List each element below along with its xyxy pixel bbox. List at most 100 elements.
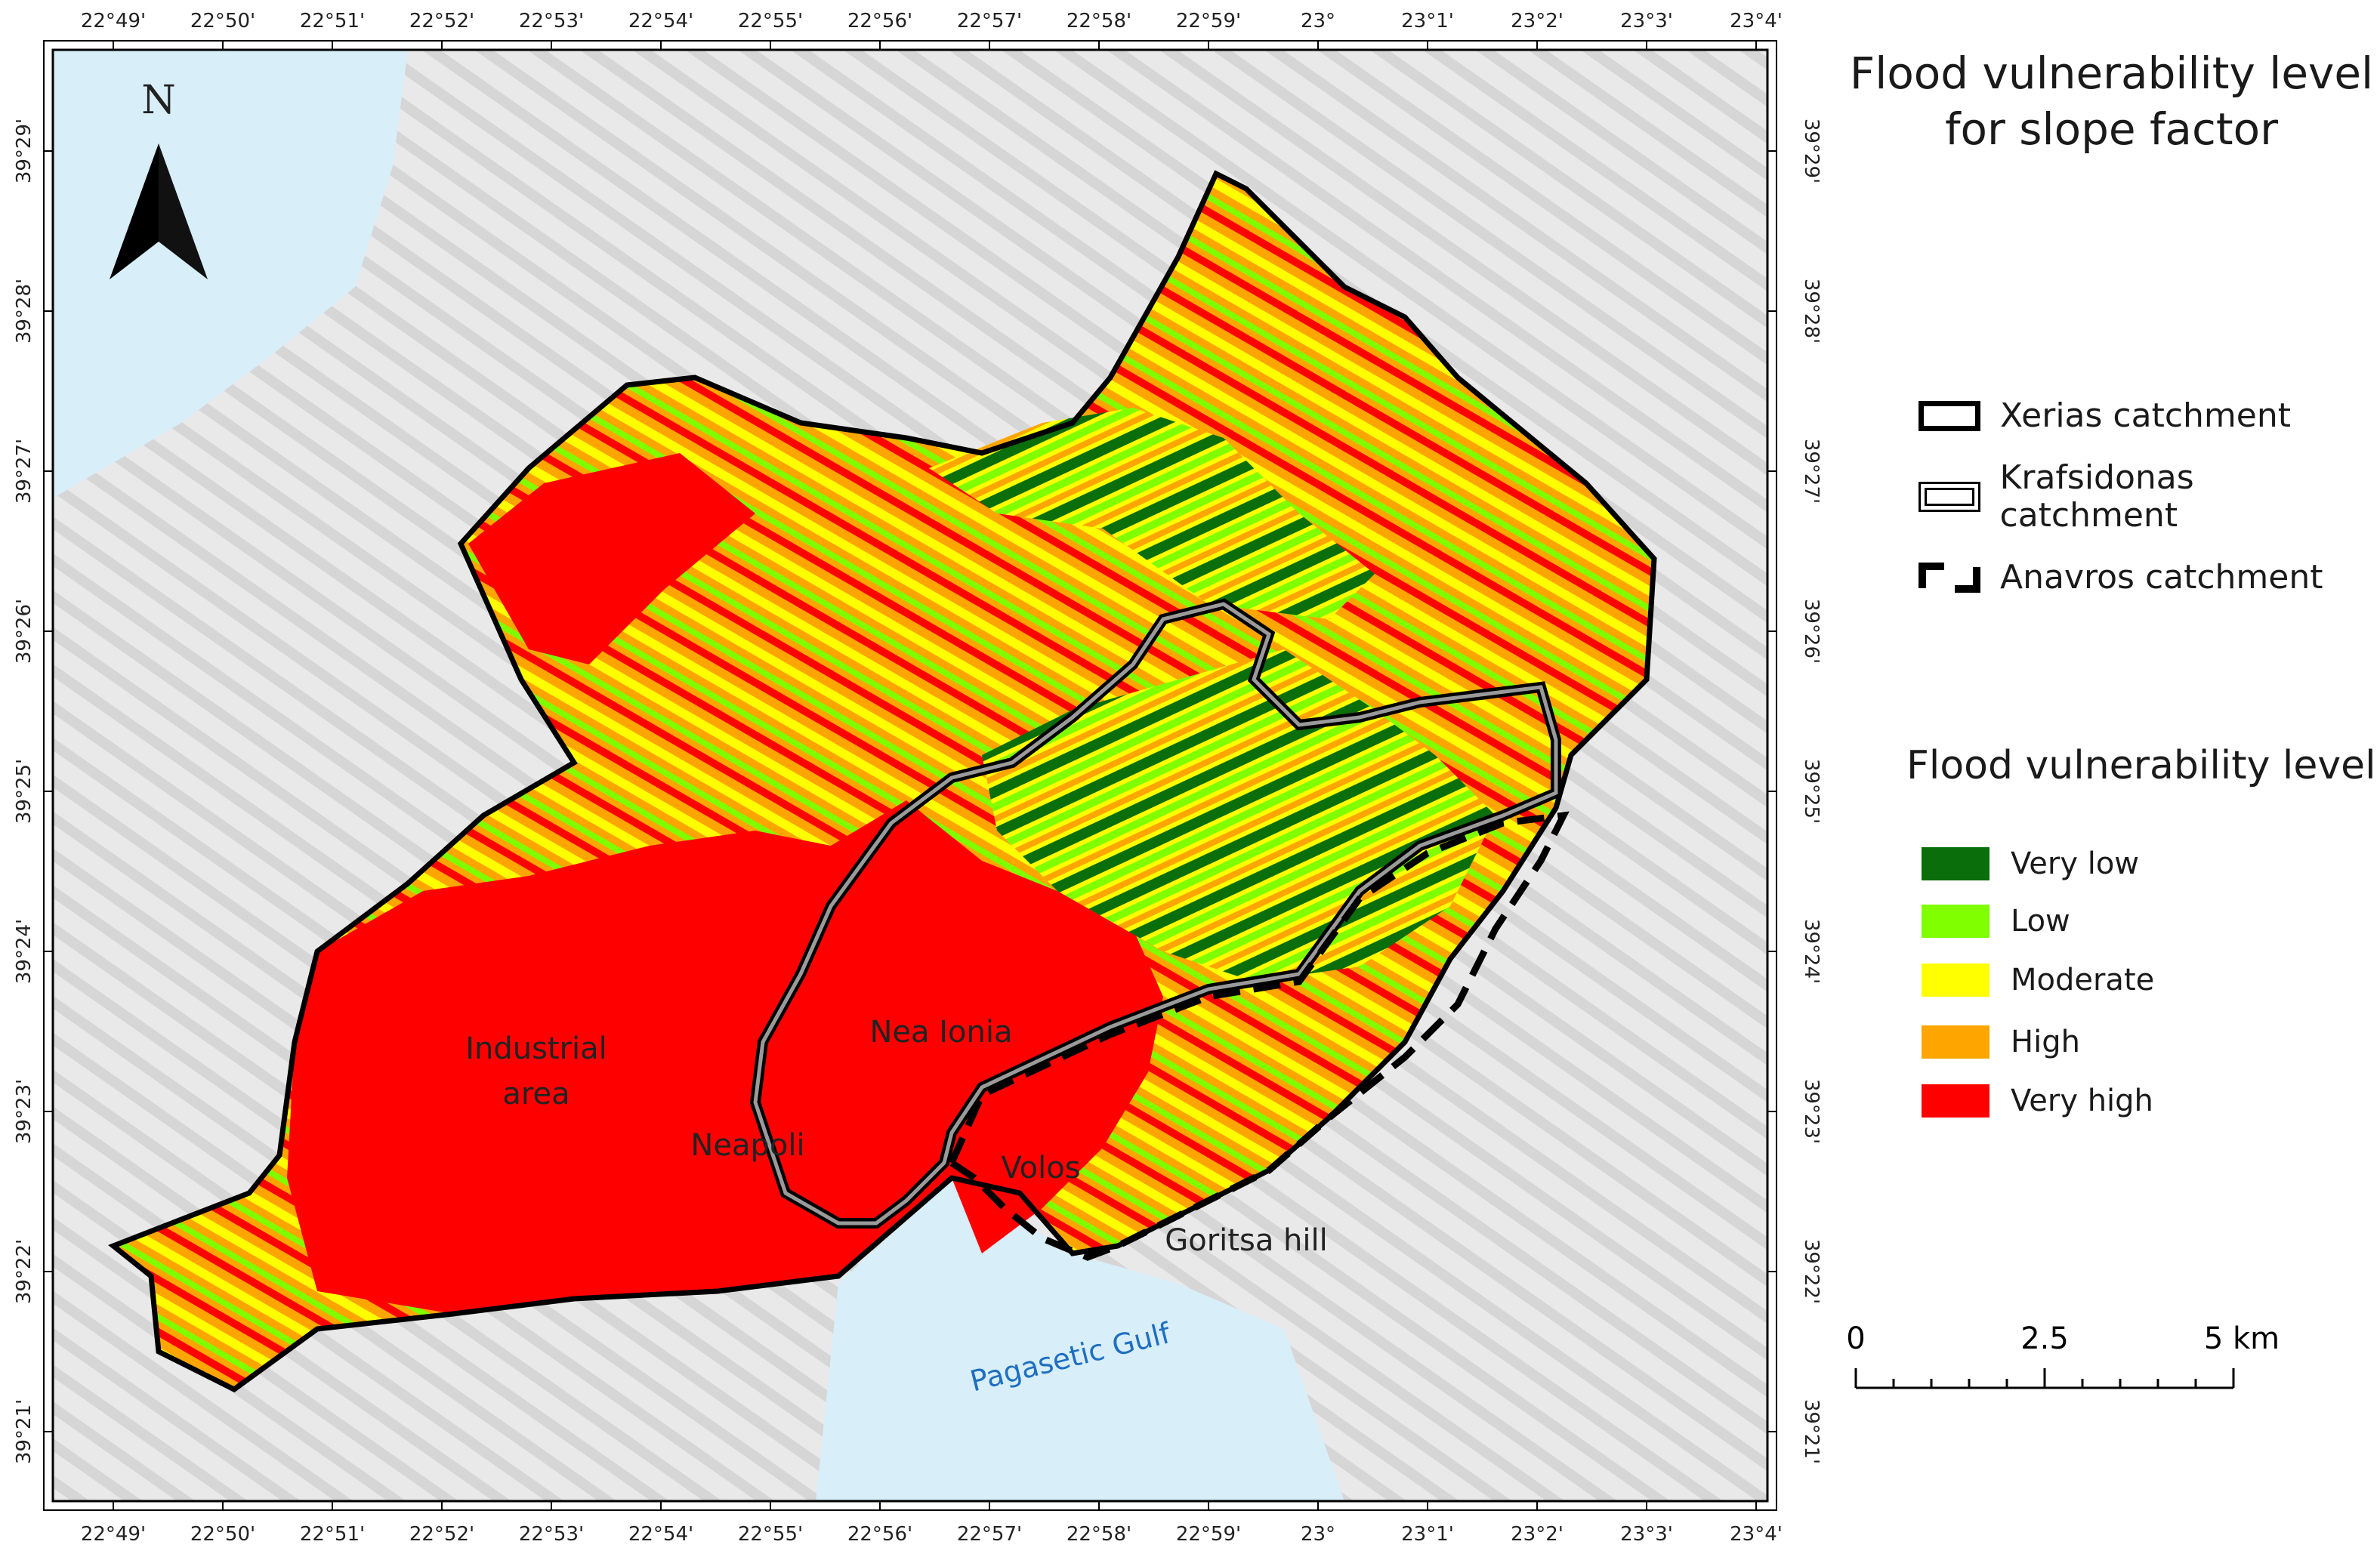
label-industrial-area-1: Industrial — [465, 1031, 607, 1066]
legend-swatch — [1922, 847, 1990, 880]
longitude-label: 22°54' — [628, 1523, 693, 1546]
map-frame — [51, 48, 1769, 1503]
longitude-label: 22°50' — [190, 1523, 255, 1546]
legend-item-label: Moderate — [2011, 963, 2155, 997]
label-neapoli: Neapoli — [690, 1128, 804, 1163]
legend-krafsidonas: Krafsidonas catchment — [1919, 459, 2380, 535]
latitude-label: 39°27' — [13, 439, 35, 504]
latitude-label: 39°25' — [13, 759, 35, 824]
north-arrow-icon — [110, 143, 208, 279]
latitude-label: 39°29' — [1800, 119, 1823, 183]
map-title: Flood vulnerability level for slope fact… — [1849, 48, 2374, 155]
longitude-label: 23° — [1301, 1523, 1335, 1546]
low-zone-central — [982, 649, 1496, 982]
very-high-zone-south — [287, 800, 1163, 1314]
latitude-label: 39°20' — [1800, 1559, 1823, 1560]
longitude-label: 22°58' — [1067, 10, 1131, 32]
longitude-label: 23°2' — [1511, 1523, 1564, 1546]
longitude-label: 22°59' — [1176, 1523, 1241, 1546]
longitude-label: 22°55' — [738, 1523, 803, 1546]
longitude-label: 22°49' — [81, 1523, 146, 1546]
anavros-catchment-boundary — [947, 811, 1570, 1261]
legend-title: Flood vulnerability level — [1906, 743, 2376, 788]
low-zone-north — [929, 408, 1375, 619]
scale-label-end: 5 km — [2204, 1321, 2280, 1356]
longitude-label: 23°3' — [1620, 1523, 1673, 1546]
scale-bar-ticks — [1854, 1368, 2235, 1388]
latitude-label: 39°29' — [13, 119, 35, 183]
sea-pagasetic-gulf — [816, 1178, 1344, 1501]
xerias-swatch-icon — [1919, 401, 1980, 431]
longitude-label: 23°2' — [1511, 10, 1564, 32]
longitude-label: 22°54' — [628, 10, 693, 32]
krafsidonas-swatch-icon — [1919, 482, 1980, 512]
latitude-label: 39°28' — [1800, 279, 1823, 344]
longitude-label: 23°4' — [1730, 10, 1783, 32]
label-nea-ionia: Nea Ionia — [869, 1015, 1012, 1050]
legend-xerias: Xerias catchment — [1919, 397, 2291, 435]
latitude-label: 39°24' — [13, 919, 35, 984]
legend-swatch — [1922, 1025, 1990, 1059]
latitude-label: 39°26' — [1800, 599, 1823, 664]
legend-item-label: High — [2011, 1025, 2080, 1059]
latitude-label: 39°21' — [13, 1399, 35, 1464]
latitude-label: 39°22' — [1800, 1239, 1823, 1304]
legend-item-moderate: Moderate — [1922, 962, 2154, 998]
longitude-label: 22°57' — [957, 10, 1022, 32]
label-goritsa-hill: Goritsa hill — [1165, 1223, 1327, 1258]
longitude-label: 22°52' — [409, 10, 474, 32]
latitude-label: 39°20' — [13, 1559, 35, 1560]
longitude-label: 22°53' — [519, 1523, 584, 1546]
legend-swatch — [1922, 905, 1990, 938]
longitude-label: 22°57' — [957, 1523, 1022, 1546]
very-high-zone-northwest — [468, 453, 755, 664]
legend-swatch — [1922, 1084, 1990, 1118]
scale-bar: 0 2.5 5 km — [1846, 1321, 2280, 1389]
latitude-label: 39°26' — [13, 599, 35, 664]
sea-northwest — [53, 50, 408, 498]
anavros-swatch-icon — [1919, 563, 1980, 593]
legend-item-very-low: Very low — [1922, 846, 2139, 882]
longitude-label: 23° — [1301, 10, 1335, 32]
label-industrial-area-2: area — [502, 1077, 570, 1111]
legend-item-low: Low — [1922, 903, 2070, 939]
longitude-label: 22°58' — [1067, 1523, 1131, 1546]
xerias-catchment-boundary — [108, 170, 1657, 1393]
longitude-label: 22°55' — [738, 10, 803, 32]
scale-label-mid: 2.5 — [2020, 1321, 2069, 1356]
legend-item-label: Low — [2011, 904, 2070, 939]
longitude-label: 22°49' — [81, 10, 146, 32]
longitude-label: 22°50' — [190, 10, 255, 32]
longitude-label: 23°1' — [1401, 10, 1454, 32]
legend-swatch — [1922, 963, 1990, 997]
latitude-label: 39°24' — [1800, 919, 1823, 984]
longitude-label: 22°52' — [409, 1523, 474, 1546]
legend-anavros-label: Anavros catchment — [2000, 558, 2323, 597]
latitude-label: 39°28' — [13, 279, 35, 344]
longitude-label: 22°56' — [847, 10, 912, 32]
latitude-label: 39°23' — [13, 1079, 35, 1144]
latitude-label: 39°22' — [13, 1239, 35, 1304]
latitude-label: 39°25' — [1800, 759, 1823, 824]
scale-label-0: 0 — [1846, 1321, 1865, 1356]
latitude-label: 39°27' — [1800, 439, 1823, 504]
legend-item-high: High — [1922, 1024, 2080, 1060]
longitude-label: 23°1' — [1401, 1523, 1454, 1546]
legend-panel: Flood vulnerability level for slope fact… — [1843, 0, 2380, 1560]
longitude-label: 22°53' — [519, 10, 584, 32]
legend-xerias-label: Xerias catchment — [2000, 396, 2291, 435]
legend-anavros: Anavros catchment — [1919, 559, 2323, 597]
legend-krafsidonas-label: Krafsidonas catchment — [1999, 458, 2194, 535]
legend-item-label: Very low — [2011, 846, 2139, 881]
label-volos: Volos — [1001, 1151, 1080, 1185]
longitude-label: 22°51' — [300, 10, 365, 32]
north-label: N — [141, 78, 176, 123]
longitude-label: 22°59' — [1176, 10, 1241, 32]
longitude-label: 23°4' — [1730, 1523, 1783, 1546]
legend-item-label: Very high — [2011, 1084, 2153, 1118]
krafsidonas-catchment-boundary-inner — [753, 602, 1558, 1225]
legend-item-very-high: Very high — [1922, 1083, 2153, 1119]
longitude-label: 22°56' — [847, 1523, 912, 1546]
longitude-label: 23°3' — [1620, 10, 1673, 32]
